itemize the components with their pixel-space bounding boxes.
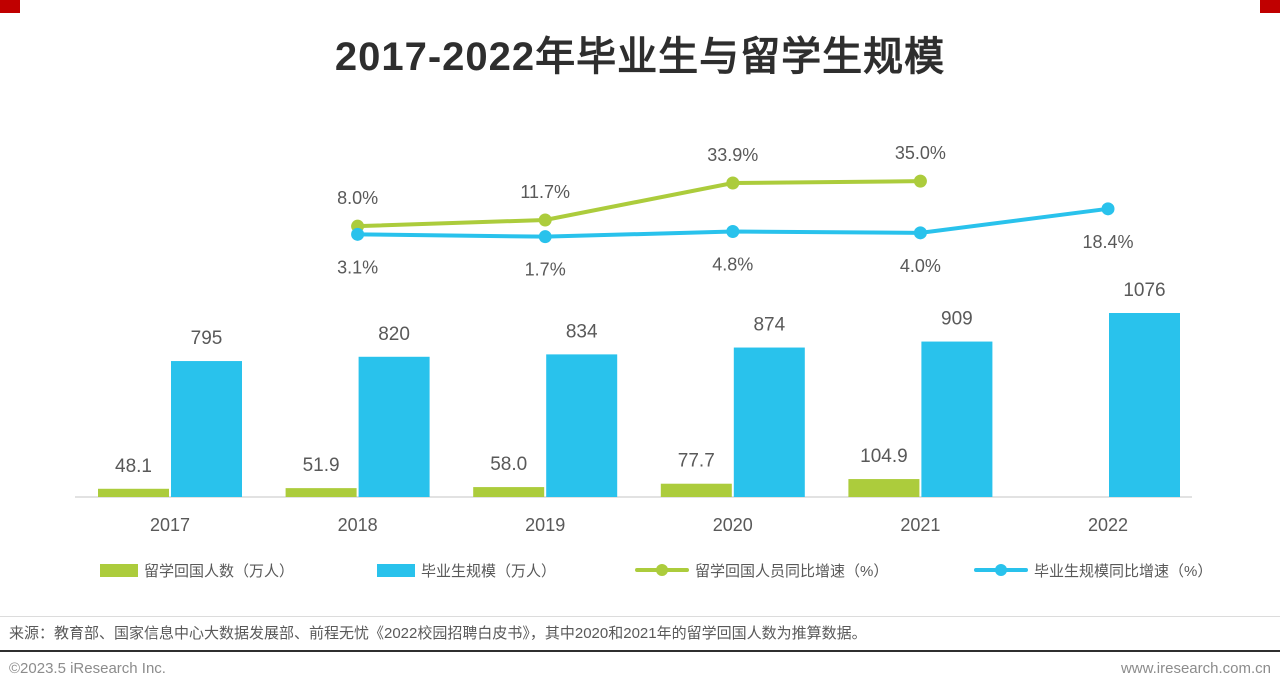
bar-value-graduates-2020: 874 bbox=[753, 315, 785, 336]
corner-mark-right-icon bbox=[1260, 0, 1280, 13]
legend-swatch-returnees-icon bbox=[100, 563, 138, 577]
source-divider bbox=[0, 616, 1280, 617]
bar-returnees-2021 bbox=[848, 479, 920, 497]
bar-value-graduates-2018: 820 bbox=[378, 324, 410, 345]
bar-returnees-2019 bbox=[473, 487, 545, 497]
point-returnees-growth-2019 bbox=[538, 213, 552, 227]
bar-graduates-2019 bbox=[546, 354, 618, 497]
bar-value-graduates-2019: 834 bbox=[566, 321, 598, 342]
point-graduates-growth-2021 bbox=[913, 226, 927, 240]
point-graduates-growth-2019 bbox=[538, 230, 552, 244]
line-value-returnees-growth-2020: 33.9% bbox=[707, 145, 758, 165]
x-axis-label-2022: 2022 bbox=[1088, 515, 1128, 535]
x-axis-label-2021: 2021 bbox=[900, 515, 940, 535]
legend-item-graduates: 毕业生规模（万人） bbox=[377, 558, 556, 582]
website-url: www.iresearch.com.cn bbox=[1120, 660, 1271, 677]
line-value-graduates-growth-2021: 4.0% bbox=[900, 256, 941, 276]
bar-value-returnees-2020: 77.7 bbox=[678, 451, 715, 472]
bar-graduates-2017 bbox=[171, 361, 242, 497]
bar-graduates-2018 bbox=[358, 356, 430, 497]
legend-line-graduates-growth-icon bbox=[974, 563, 1028, 577]
x-axis-label-2020: 2020 bbox=[713, 515, 753, 535]
footer-divider bbox=[0, 650, 1280, 652]
legend-label: 毕业生规模（万人） bbox=[421, 562, 557, 580]
chart-title: 2017-2022年毕业生与留学生规模 bbox=[334, 35, 946, 79]
line-value-graduates-growth-2022: 18.4% bbox=[1082, 232, 1133, 252]
point-returnees-growth-2021 bbox=[913, 174, 927, 188]
bar-returnees-2018 bbox=[285, 488, 357, 497]
x-axis-label-2018: 2018 bbox=[338, 515, 378, 535]
legend-label: 留学回国人数（万人） bbox=[144, 562, 295, 580]
chart-legend: 留学回国人数（万人） 毕业生规模（万人） 留学回国人员同比增速（%） 毕业生规模… bbox=[0, 558, 1280, 582]
bar-graduates-2021 bbox=[921, 341, 993, 497]
legend-line-returnees-growth-icon bbox=[635, 563, 689, 577]
line-value-returnees-growth-2021: 35.0% bbox=[895, 143, 946, 163]
bar-graduates-2020 bbox=[733, 347, 805, 497]
bar-graduates-2022 bbox=[1109, 313, 1180, 497]
bar-value-returnees-2021: 104.9 bbox=[860, 446, 908, 467]
point-graduates-growth-2022 bbox=[1101, 202, 1115, 216]
legend-label: 毕业生规模同比增速（%） bbox=[1034, 562, 1213, 580]
x-axis-label-2017: 2017 bbox=[150, 515, 190, 535]
legend-item-returnees: 留学回国人数（万人） bbox=[100, 558, 294, 582]
bar-value-returnees-2018: 51.9 bbox=[303, 455, 340, 476]
source-note: 来源：教育部、国家信息中心大数据发展部、前程无忧《2022校园招聘白皮书》，其中… bbox=[9, 625, 867, 642]
line-value-returnees-growth-2018: 8.0% bbox=[337, 188, 378, 208]
bar-value-graduates-2017: 795 bbox=[191, 328, 223, 349]
bar-value-graduates-2021: 909 bbox=[941, 309, 973, 330]
bar-value-returnees-2017: 48.1 bbox=[115, 456, 152, 477]
bar-value-graduates-2022: 1076 bbox=[1123, 280, 1165, 301]
point-returnees-growth-2020 bbox=[726, 176, 740, 190]
legend-label: 留学回国人员同比增速（%） bbox=[695, 562, 889, 580]
line-value-returnees-growth-2019: 11.7% bbox=[520, 182, 570, 202]
legend-item-returnees-growth: 留学回国人员同比增速（%） bbox=[635, 558, 888, 582]
bar-value-returnees-2019: 58.0 bbox=[490, 454, 527, 475]
bar-returnees-2017 bbox=[98, 488, 169, 497]
corner-mark-left-icon bbox=[0, 0, 20, 13]
line-value-graduates-growth-2020: 4.8% bbox=[712, 254, 753, 274]
line-value-graduates-growth-2018: 3.1% bbox=[337, 257, 378, 277]
legend-swatch-graduates-icon bbox=[377, 563, 415, 577]
line-value-graduates-growth-2019: 1.7% bbox=[525, 260, 566, 280]
copyright-text: ©2023.5 iResearch Inc. bbox=[9, 660, 166, 677]
bar-returnees-2020 bbox=[660, 483, 732, 497]
point-graduates-growth-2020 bbox=[726, 224, 740, 238]
line-returnees-growth bbox=[355, 179, 923, 229]
x-axis-label-2019: 2019 bbox=[525, 515, 565, 535]
point-graduates-growth-2018 bbox=[351, 227, 365, 241]
legend-item-graduates-growth: 毕业生规模同比增速（%） bbox=[974, 558, 1212, 582]
